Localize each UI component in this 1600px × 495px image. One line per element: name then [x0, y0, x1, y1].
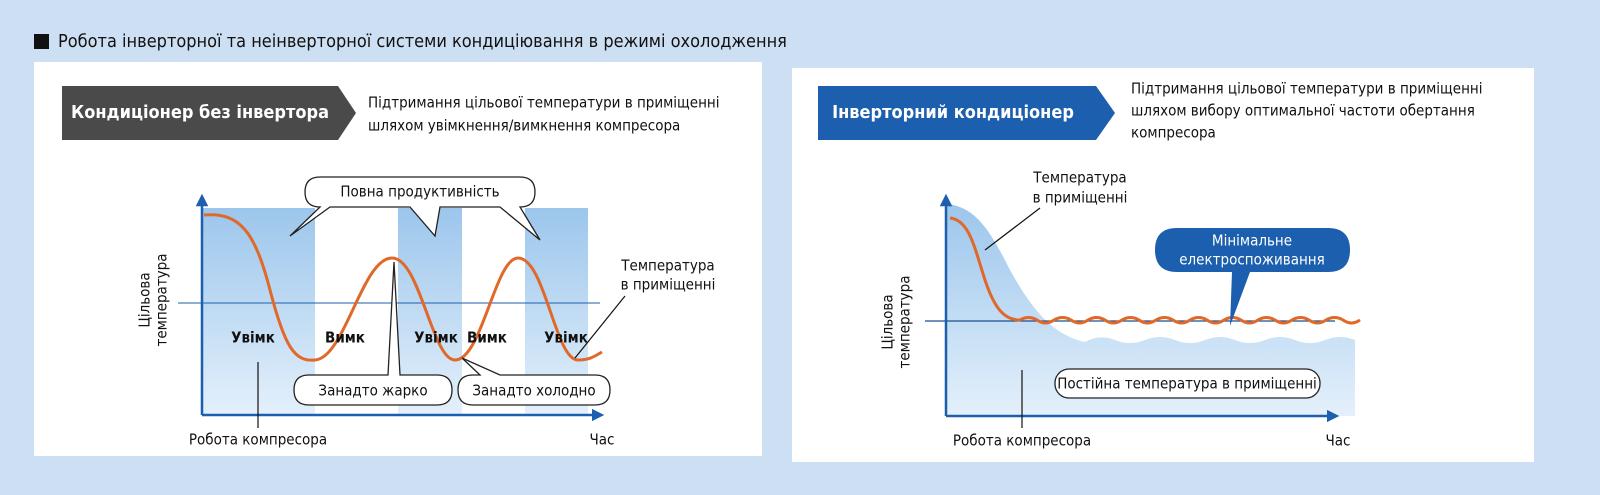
description: Підтримання цільової температури в примі…	[1131, 80, 1482, 98]
badge	[62, 86, 356, 140]
callout	[289, 176, 541, 241]
callout-text: Постійна температура в приміщенні	[1057, 375, 1317, 393]
room-temp-label: в приміщенні	[621, 276, 716, 294]
callout-text: Занадто жарко	[318, 382, 427, 400]
compressor-label: Робота компресора	[953, 432, 1091, 450]
leader	[984, 207, 1041, 251]
x-axis-label: Час	[1326, 432, 1351, 450]
state: Вимк	[325, 329, 365, 347]
badge	[818, 86, 1115, 140]
y-axis-label: Цільова	[879, 294, 897, 349]
badge-text: Кондиціонер без інвертора	[71, 102, 329, 123]
room-temp-label: Температура	[620, 257, 714, 275]
title: Робота інверторної та неінверторної сист…	[58, 31, 787, 52]
callout-text: Повна продуктивність	[340, 183, 499, 201]
temperature-curve	[949, 216, 1361, 325]
callout	[1155, 228, 1350, 326]
callout	[293, 261, 453, 406]
state: Увімк	[544, 329, 588, 347]
y-axis-label: Цільова	[136, 272, 154, 327]
y-axis-label: температура	[896, 276, 914, 369]
shading	[946, 204, 1355, 416]
temperature-curve	[203, 213, 603, 362]
callout	[457, 357, 611, 406]
description: компресора	[1131, 124, 1216, 142]
y-axis-label: температура	[153, 254, 171, 347]
callout-text: Занадто холодно	[472, 382, 595, 400]
x-axis-label: Час	[590, 431, 615, 449]
room-temp-label: Температура	[1032, 169, 1126, 187]
callout-text: Мінімальне	[1212, 232, 1292, 250]
callout-text: електроспоживання	[1179, 251, 1325, 269]
description: шляхом вибору оптимальної частоти оберта…	[1131, 102, 1475, 120]
callout	[1054, 368, 1321, 399]
room-temp-label: в приміщенні	[1033, 189, 1128, 207]
leader	[574, 295, 626, 359]
title-bullet	[34, 34, 49, 49]
description: Підтримання цільової температури в примі…	[368, 94, 719, 112]
description: шляхом увімкнення/вимкнення компресора	[368, 117, 680, 135]
state: Вимк	[467, 329, 507, 347]
badge-text: Інверторний кондиціонер	[832, 102, 1074, 123]
compressor-label: Робота компресора	[189, 431, 327, 449]
state: Увімк	[414, 329, 458, 347]
state: Увімк	[231, 329, 275, 347]
